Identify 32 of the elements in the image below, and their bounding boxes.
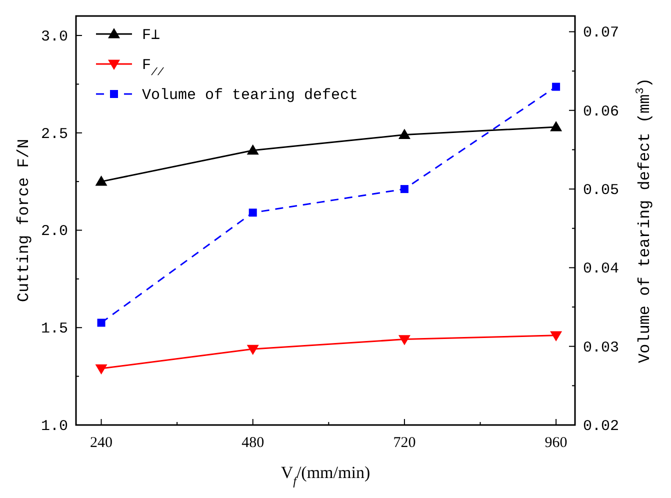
y2-tick-label: 0.03: [583, 339, 620, 356]
x-tick-label: 240: [90, 435, 113, 451]
y-tick-label: 2.0: [40, 223, 68, 240]
x-tick-label: 720: [393, 435, 416, 451]
y2-tick-label: 0.06: [583, 103, 620, 120]
y-tick-label: 2.5: [40, 126, 68, 143]
point: [552, 82, 560, 91]
point: [97, 318, 106, 327]
legend-label: Volume of tearing defect: [142, 87, 358, 104]
point: [550, 121, 562, 132]
point: [550, 331, 562, 342]
x-axis-title: V$_{f}$/(mm/min): [280, 463, 370, 488]
y-tick-label: 1.5: [40, 320, 68, 338]
y-tick-label: 3.0: [40, 28, 68, 46]
point: [246, 144, 259, 155]
point: [400, 185, 408, 194]
point: [398, 335, 410, 346]
x-tick-label: 960: [544, 435, 568, 451]
y-axis-title: Cutting force F/N: [15, 138, 33, 302]
point: [95, 176, 108, 186]
y2-tick-label: 0.05: [583, 182, 620, 200]
y2-tick-label: 0.04: [583, 260, 620, 278]
point: [398, 128, 410, 140]
y2-tick-label: 0.02: [583, 418, 620, 435]
legend-label: F⊥: [142, 27, 160, 44]
point: [248, 208, 257, 217]
point: [246, 344, 259, 356]
y-tick-label: 1.0: [40, 418, 68, 435]
x-tick-label: 480: [242, 435, 264, 451]
point: [95, 364, 108, 375]
y2-tick-label: 0.07: [583, 24, 620, 42]
legend-label: F$_{//}$: [142, 57, 164, 79]
